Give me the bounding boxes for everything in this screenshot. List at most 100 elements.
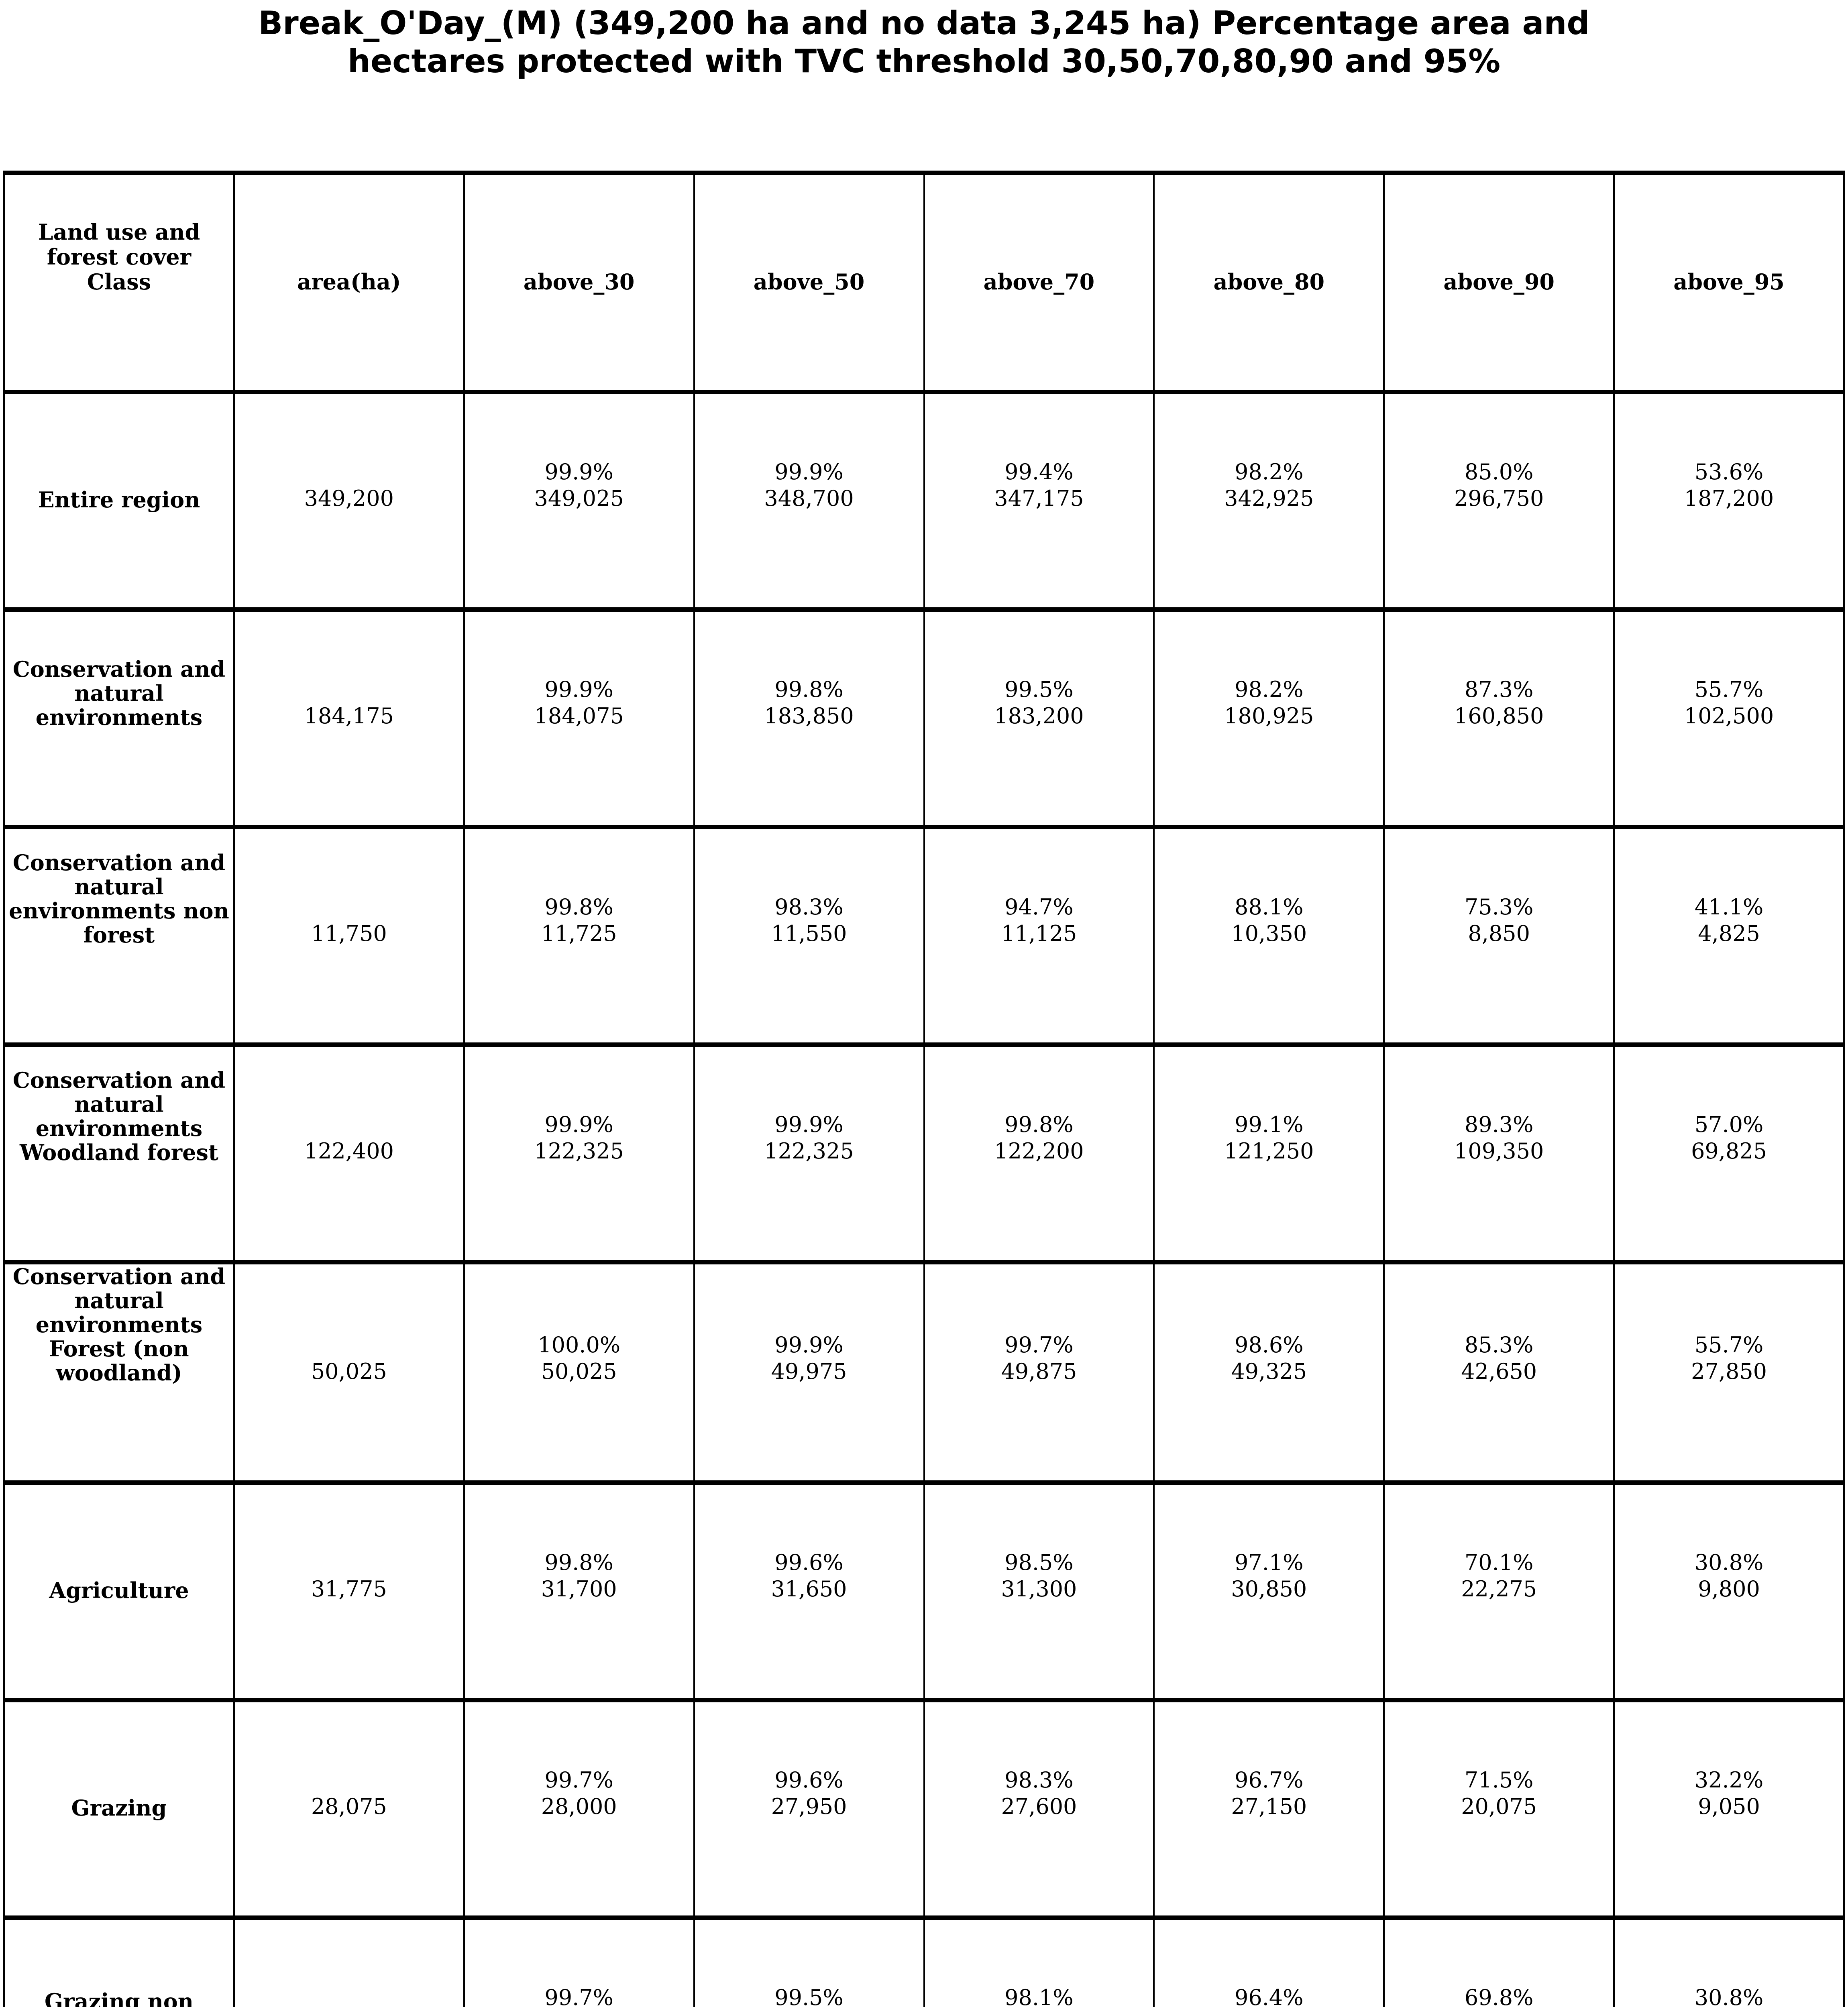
row-area-value: 50,025 xyxy=(311,1359,387,1384)
row-class-cell: Agriculture xyxy=(3,1480,235,1702)
row-class-label: Conservation and natural environments xyxy=(12,656,226,730)
row-class-label: Grazing xyxy=(71,1795,167,1821)
percent-value: 57.0% xyxy=(1694,1112,1764,1137)
hectares-value: 180,925 xyxy=(1224,703,1314,729)
table-row: Conservation and natural environments Fo… xyxy=(3,1260,1845,1485)
col-header-above-90: above_90 xyxy=(1383,171,1615,394)
row-area-cell: 25,450 xyxy=(233,1915,465,2007)
hectares-value: 11,725 xyxy=(541,921,617,946)
row-threshold-cell: 99.8% 122,200 xyxy=(923,1042,1155,1264)
percent-value: 30.8% xyxy=(1694,1550,1764,1575)
hectares-value: 31,650 xyxy=(771,1576,847,1602)
row-threshold-cell: 98.1%24,975 xyxy=(923,1915,1155,2007)
row-threshold-cell: 55.7% 102,500 xyxy=(1613,607,1845,829)
row-threshold-cell: 32.2% 9,050 xyxy=(1613,1698,1845,1920)
row-threshold-cell: 99.9% 122,325 xyxy=(693,1042,925,1264)
hectares-value: 296,750 xyxy=(1454,486,1544,511)
row-area-cell: 184,175 xyxy=(233,607,465,829)
percent-value: 99.7% xyxy=(544,1767,613,1793)
row-class-cell: Grazing xyxy=(3,1698,235,1920)
row-threshold-cell: 99.4% 347,175 xyxy=(923,390,1155,612)
hectares-value: 8,850 xyxy=(1468,921,1530,946)
table-row: Conservation and natural environments Wo… xyxy=(3,1042,1845,1264)
percent-value: 98.3% xyxy=(774,894,844,920)
row-threshold-cell: 98.6% 49,325 xyxy=(1153,1260,1385,1485)
percent-value: 89.3% xyxy=(1464,1112,1534,1137)
row-area-value: 349,200 xyxy=(304,486,394,511)
hectares-value: 349,025 xyxy=(534,486,624,511)
percent-value: 99.8% xyxy=(544,894,613,920)
hectares-value: 30,850 xyxy=(1231,1576,1307,1602)
row-threshold-cell: 98.5% 31,300 xyxy=(923,1480,1155,1702)
hectares-value: 42,650 xyxy=(1461,1359,1537,1384)
hectares-value: 28,000 xyxy=(541,1794,617,1819)
table-row: Grazing 28,075 99.7% 28,000 99.6% 27,950 98.3%… xyxy=(3,1698,1845,1920)
percent-value: 100.0% xyxy=(538,1332,621,1358)
row-threshold-cell: 30.8%7,850 xyxy=(1613,1915,1845,2007)
row-threshold-cell: 99.8% 11,725 xyxy=(463,825,695,1047)
percent-value: 99.9% xyxy=(774,1112,844,1137)
percent-value: 99.8% xyxy=(544,1550,613,1575)
row-threshold-cell: 89.3% 109,350 xyxy=(1383,1042,1615,1264)
percent-value: 55.7% xyxy=(1694,1332,1764,1358)
percent-value: 30.8% xyxy=(1694,1985,1764,2007)
row-threshold-cell: 99.6% 31,650 xyxy=(693,1480,925,1702)
percent-value: 99.1% xyxy=(1235,1112,1304,1137)
percent-value: 97.1% xyxy=(1235,1550,1304,1575)
percent-value: 99.6% xyxy=(774,1550,844,1575)
table-row: Agriculture 31,775 99.8% 31,700 99.6% 31,650 9… xyxy=(3,1480,1845,1702)
col-header-above-95: above_95 xyxy=(1613,171,1845,394)
percent-value: 96.7% xyxy=(1235,1767,1304,1793)
hectares-value: 347,175 xyxy=(994,486,1084,511)
hectares-value: 122,200 xyxy=(994,1138,1084,1164)
percent-value: 98.6% xyxy=(1235,1332,1304,1358)
row-threshold-cell: 99.5% 183,200 xyxy=(923,607,1155,829)
percent-value: 99.9% xyxy=(544,1112,613,1137)
row-threshold-cell: 99.9% 49,975 xyxy=(693,1260,925,1485)
row-class-label: Grazing non forest xyxy=(44,1989,194,2007)
row-area-cell: 349,200 xyxy=(233,390,465,612)
row-threshold-cell: 99.9% 184,075 xyxy=(463,607,695,829)
hectares-value: 49,975 xyxy=(771,1359,847,1384)
hectares-value: 4,825 xyxy=(1698,921,1760,946)
hectares-value: 121,250 xyxy=(1224,1138,1314,1164)
table-row: Conservation and natural environments no… xyxy=(3,825,1845,1047)
percent-value: 41.1% xyxy=(1694,894,1764,920)
row-area-cell: 11,750 xyxy=(233,825,465,1047)
land-use-tvc-table: Land use and forest cover Class area(ha)… xyxy=(3,171,1845,2007)
col-header-above-30: above_30 xyxy=(463,171,695,394)
percent-value: 32.2% xyxy=(1694,1767,1764,1793)
percent-value: 99.9% xyxy=(774,1332,844,1358)
percent-value: 98.3% xyxy=(1004,1767,1074,1793)
row-area-cell: 122,400 xyxy=(233,1042,465,1264)
row-area-value: 28,075 xyxy=(311,1794,387,1819)
percent-value: 99.9% xyxy=(544,677,613,702)
percent-value: 85.0% xyxy=(1464,459,1534,484)
col-header-above-50: above_50 xyxy=(693,171,925,394)
hectares-value: 102,500 xyxy=(1684,703,1774,729)
row-threshold-cell: 57.0% 69,825 xyxy=(1613,1042,1845,1264)
percent-value: 85.3% xyxy=(1464,1332,1534,1358)
hectares-value: 184,075 xyxy=(534,703,624,729)
row-threshold-cell: 99.7%25,375 xyxy=(463,1915,695,2007)
row-threshold-cell: 53.6% 187,200 xyxy=(1613,390,1845,612)
row-threshold-cell: 97.1% 30,850 xyxy=(1153,1480,1385,1702)
col-header-above-80: above_80 xyxy=(1153,171,1385,394)
row-class-cell: Conservation and natural environments xyxy=(3,607,235,829)
hectares-value: 22,275 xyxy=(1461,1576,1537,1602)
row-threshold-cell: 99.8% 31,700 xyxy=(463,1480,695,1702)
row-class-cell: Conservation and natural environments Wo… xyxy=(3,1042,235,1264)
percent-value: 99.4% xyxy=(1004,459,1074,484)
percent-value: 99.8% xyxy=(774,677,844,702)
percent-value: 99.8% xyxy=(1004,1112,1074,1137)
hectares-value: 27,150 xyxy=(1231,1794,1307,1819)
hectares-value: 187,200 xyxy=(1684,486,1774,511)
percent-value: 99.7% xyxy=(1004,1332,1074,1358)
row-threshold-cell: 99.7% 49,875 xyxy=(923,1260,1155,1485)
row-threshold-cell: 99.9% 349,025 xyxy=(463,390,695,612)
row-class-label: Conservation and natural environments Fo… xyxy=(12,1264,226,1386)
percent-value: 55.7% xyxy=(1694,677,1764,702)
row-threshold-cell: 100.0% 50,025 xyxy=(463,1260,695,1485)
percent-value: 87.3% xyxy=(1464,677,1534,702)
row-threshold-cell: 98.2% 180,925 xyxy=(1153,607,1385,829)
